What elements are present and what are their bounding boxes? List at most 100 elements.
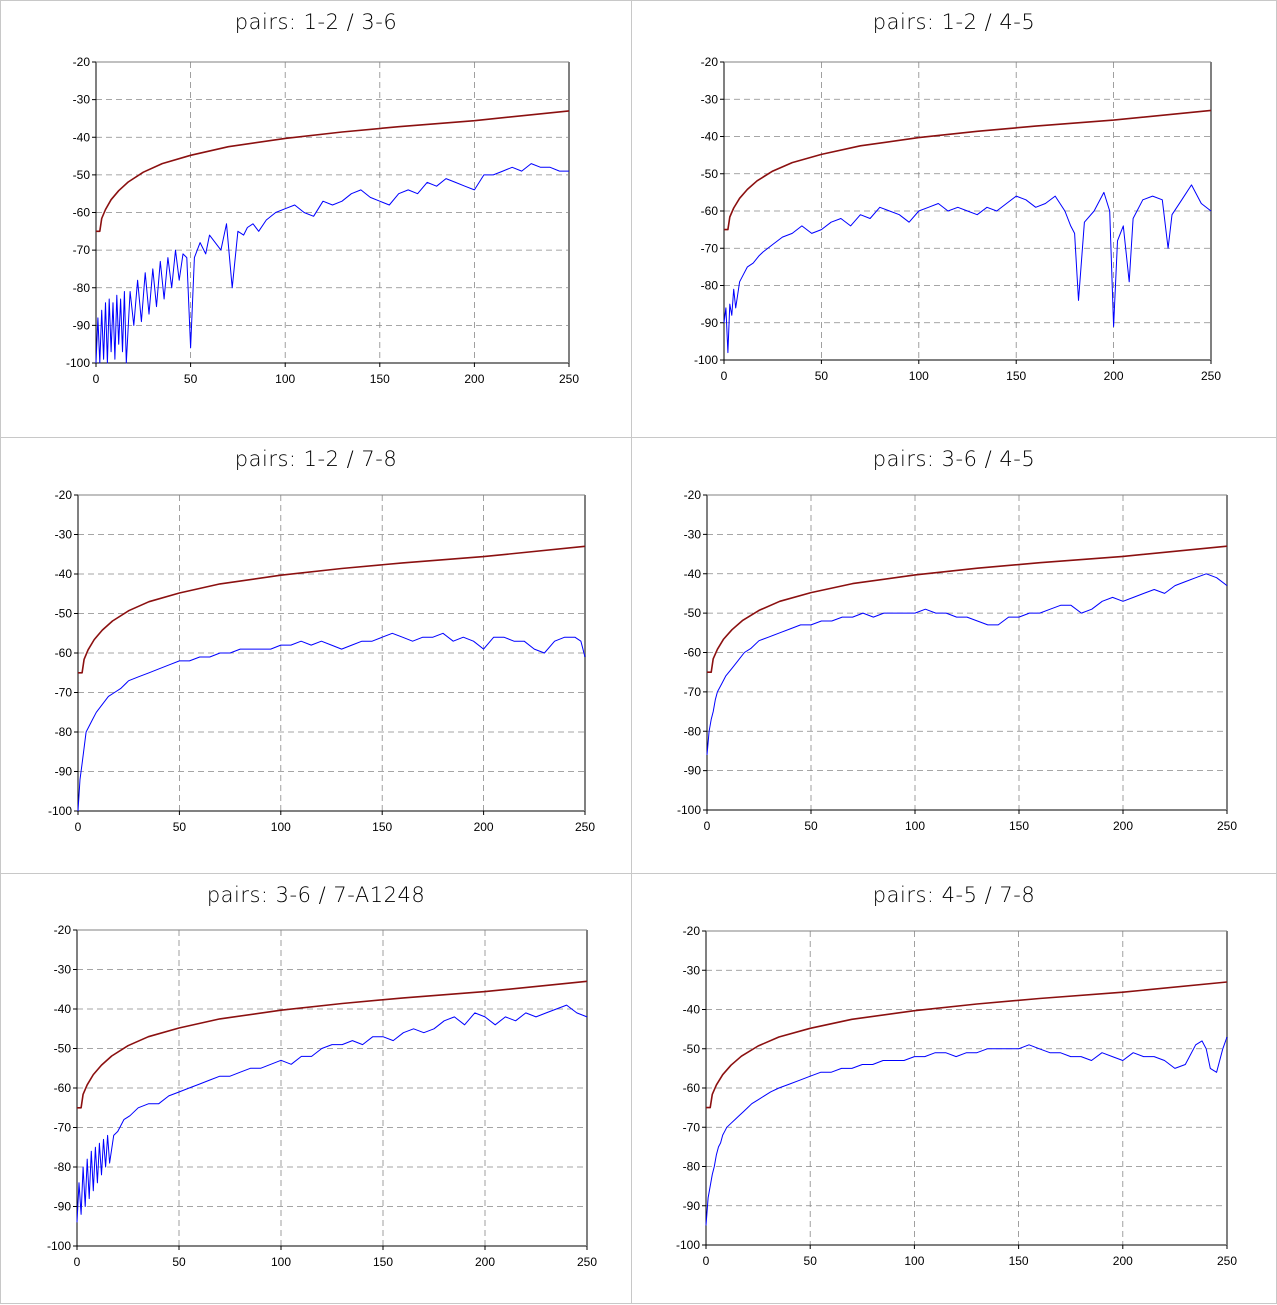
x-tick-label: 0 — [721, 369, 728, 383]
threshold-series-line — [78, 545, 586, 674]
x-tick-label: 200 — [1113, 1254, 1133, 1268]
chart-cell-5: pairs: 3-6 / 7-A1248 -20 -30 -40 -50 -60 -70-… — [0, 873, 632, 1304]
y-tick-label: -20 — [701, 55, 719, 69]
y-tick-label: -70 — [55, 686, 73, 700]
x-tick-label: 250 — [1217, 819, 1237, 833]
y-tick-label: -100 — [47, 1239, 71, 1253]
x-tick-label: 200 — [474, 820, 494, 834]
y-tick-label: -50 — [683, 1042, 701, 1056]
chart-title: pairs: 1-2 / 3-6 — [234, 10, 398, 34]
y-tick-label: -90 — [701, 316, 719, 330]
x-tick-label: 100 — [905, 819, 925, 833]
x-tick-label: 100 — [271, 1255, 291, 1269]
threshold-series-line — [706, 981, 1228, 1109]
x-tick-label: 0 — [75, 820, 82, 834]
x-tick-label: 50 — [184, 372, 198, 386]
y-tick-label: -80 — [701, 279, 719, 293]
x-tick-label: 50 — [804, 819, 818, 833]
y-tick-label: -50 — [54, 1042, 72, 1056]
measured-series-line — [77, 632, 586, 812]
y-tick-label: -90 — [54, 1200, 72, 1214]
chart-title: pairs: 3-6 / 7-A1248 — [206, 883, 426, 907]
x-tick-label: 150 — [1006, 369, 1026, 383]
x-tick-label: 50 — [804, 1254, 818, 1268]
measured-series-line — [76, 1004, 588, 1223]
y-tick-label: -70 — [701, 241, 719, 255]
y-tick-label: -60 — [55, 646, 73, 660]
threshold-series-line — [77, 980, 588, 1109]
y-tick-label: -80 — [684, 724, 702, 738]
y-tick-label: -100 — [676, 1238, 700, 1252]
y-tick-label: -90 — [73, 318, 91, 332]
measured-series-line — [723, 184, 1212, 354]
y-tick-label: -20 — [55, 488, 73, 502]
y-tick-label: -40 — [683, 1003, 701, 1017]
x-tick-label: 200 — [464, 372, 484, 386]
x-tick-label: 0 — [704, 819, 711, 833]
y-tick-label: -60 — [684, 646, 702, 660]
x-tick-label: 250 — [1217, 1254, 1237, 1268]
x-tick-label: 200 — [1113, 819, 1133, 833]
x-tick-label: 50 — [815, 369, 829, 383]
chart-cell-6: pairs: 4-5 / 7-8 -20 -30 -40 -50 -60 -70 -80 -9… — [631, 873, 1277, 1304]
x-tick-label: 250 — [1201, 369, 1221, 383]
y-tick-label: -80 — [683, 1160, 701, 1174]
y-tick-label: -40 — [684, 567, 702, 581]
chart-title: pairs: 3-6 / 4-5 — [872, 447, 1036, 471]
y-tick-label: -100 — [677, 803, 701, 817]
x-tick-label: 50 — [173, 820, 187, 834]
x-tick-label: 150 — [370, 372, 390, 386]
x-tick-label: 100 — [904, 1254, 924, 1268]
y-tick-label: -40 — [701, 130, 719, 144]
y-tick-label: -70 — [683, 1120, 701, 1134]
x-tick-label: 0 — [703, 1254, 710, 1268]
y-tick-label: -90 — [55, 765, 73, 779]
y-tick-label: -50 — [73, 168, 91, 182]
y-tick-label: -30 — [73, 93, 91, 107]
y-tick-label: -20 — [684, 488, 702, 502]
y-tick-label: -80 — [73, 281, 91, 295]
y-tick-label: -40 — [55, 567, 73, 581]
x-tick-label: 0 — [74, 1255, 81, 1269]
x-tick-label: 150 — [373, 1255, 393, 1269]
y-tick-label: -60 — [701, 204, 719, 218]
chart-cell-4: pairs: 3-6 / 4-5 -20 -30 -40 -50 -60 -70 -80 -9… — [631, 437, 1277, 874]
x-tick-label: 250 — [575, 820, 595, 834]
chart-cell-3: pairs: 1-2 / 7-8 -20 -30 -40 -50 -60 -70 -80 -9… — [0, 437, 632, 874]
y-tick-label: -50 — [701, 167, 719, 181]
chart-title: pairs: 1-2 / 4-5 — [872, 10, 1036, 34]
grid-lines — [78, 494, 586, 811]
threshold-series-line — [96, 110, 570, 233]
y-tick-label: -100 — [48, 804, 72, 818]
y-tick-label: -70 — [54, 1121, 72, 1135]
y-tick-label: -60 — [683, 1081, 701, 1095]
y-tick-label: -30 — [54, 963, 72, 977]
y-tick-label: -30 — [683, 963, 701, 977]
y-tick-label: -80 — [55, 725, 73, 739]
y-tick-label: -30 — [701, 92, 719, 106]
y-tick-label: -70 — [73, 243, 91, 257]
x-tick-label: 200 — [1104, 369, 1124, 383]
y-tick-label: -90 — [683, 1199, 701, 1213]
y-tick-label: -70 — [684, 685, 702, 699]
grid-lines — [77, 929, 588, 1246]
chart-cell-1: pairs: 1-2 / 3-6 -20 -30 -40 -50 -60 -70 -80 -9… — [0, 0, 632, 438]
x-tick-label: 0 — [93, 372, 100, 386]
measured-series-line — [706, 573, 1228, 755]
y-tick-label: -20 — [683, 924, 701, 938]
y-tick-label: -40 — [73, 130, 91, 144]
y-tick-label: -100 — [66, 356, 90, 370]
x-tick-label: 250 — [559, 372, 579, 386]
grid-lines — [96, 61, 570, 363]
threshold-series-line — [724, 109, 1212, 231]
y-tick-label: -30 — [684, 527, 702, 541]
threshold-series-line — [707, 545, 1228, 673]
y-tick-label: -50 — [684, 606, 702, 620]
